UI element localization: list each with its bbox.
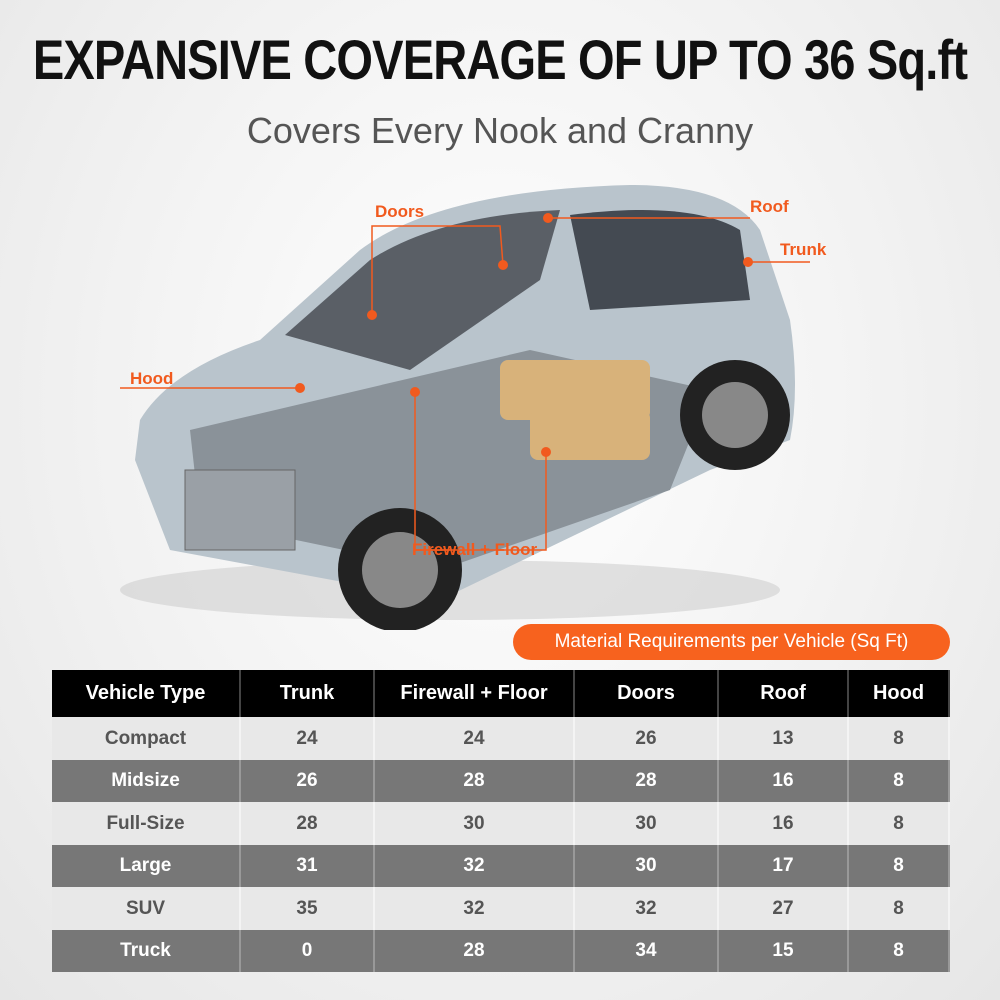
table-cell: 30 xyxy=(574,802,719,845)
table-row: Truck 0 28 34 15 8 xyxy=(52,930,950,972)
page-title: EXPANSIVE COVERAGE OF UP TO 36 Sq.ft xyxy=(32,28,968,91)
table-cell: 8 xyxy=(848,760,950,802)
table-cell: 32 xyxy=(574,887,719,930)
callout-firewall-floor: Firewall + Floor xyxy=(412,540,538,559)
callout-hood: Hood xyxy=(130,369,174,388)
table-cell: 15 xyxy=(718,930,849,972)
vehicle-type-cell: Compact xyxy=(52,717,241,760)
table-cell: 8 xyxy=(848,845,950,887)
table-row: Compact 24 24 26 13 8 xyxy=(52,717,950,760)
column-header: Trunk xyxy=(240,670,375,717)
table-header-row: Vehicle Type Trunk Firewall + Floor Door… xyxy=(52,670,950,717)
table-row: Midsize 26 28 28 16 8 xyxy=(52,760,950,802)
table-cell: 28 xyxy=(374,760,575,802)
vehicle-type-cell: SUV xyxy=(52,887,241,930)
table-cell: 8 xyxy=(848,930,950,972)
material-requirements-table: Vehicle Type Trunk Firewall + Floor Door… xyxy=(52,670,950,972)
table-cell: 30 xyxy=(574,845,719,887)
table-cell: 17 xyxy=(718,845,849,887)
callout-roof: Roof xyxy=(750,197,789,216)
column-header: Roof xyxy=(718,670,849,717)
table-cell: 8 xyxy=(848,887,950,930)
table-cell: 32 xyxy=(374,887,575,930)
table-cell: 32 xyxy=(374,845,575,887)
table-cell: 8 xyxy=(848,802,950,845)
table-caption: Material Requirements per Vehicle (Sq Ft… xyxy=(513,624,950,660)
table-cell: 26 xyxy=(574,717,719,760)
car-cutaway-illustration xyxy=(120,185,810,630)
vehicle-type-cell: Truck xyxy=(52,930,241,972)
table-row: Large 31 32 30 17 8 xyxy=(52,845,950,887)
column-header: Firewall + Floor xyxy=(374,670,575,717)
table-cell: 8 xyxy=(848,717,950,760)
page-subtitle: Covers Every Nook and Cranny xyxy=(246,110,754,151)
table-cell: 16 xyxy=(718,802,849,845)
callout-doors: Doors xyxy=(375,202,425,221)
callout-trunk: Trunk xyxy=(780,240,827,259)
table-row: Full-Size 28 30 30 16 8 xyxy=(52,802,950,845)
table-cell: 16 xyxy=(718,760,849,802)
column-header: Hood xyxy=(848,670,950,717)
vehicle-type-cell: Large xyxy=(52,845,241,887)
column-header: Doors xyxy=(574,670,719,717)
column-header: Vehicle Type xyxy=(52,670,241,717)
table-cell: 35 xyxy=(240,887,375,930)
table-cell: 28 xyxy=(374,930,575,972)
table-cell: 28 xyxy=(574,760,719,802)
vehicle-type-cell: Midsize xyxy=(52,760,241,802)
table-cell: 34 xyxy=(574,930,719,972)
table-cell: 0 xyxy=(240,930,375,972)
table-cell: 24 xyxy=(240,717,375,760)
table-cell: 27 xyxy=(718,887,849,930)
table-cell: 26 xyxy=(240,760,375,802)
table-row: SUV 35 32 32 27 8 xyxy=(52,887,950,930)
table-cell: 24 xyxy=(374,717,575,760)
vehicle-type-cell: Full-Size xyxy=(52,802,241,845)
table-cell: 13 xyxy=(718,717,849,760)
table-cell: 28 xyxy=(240,802,375,845)
table-cell: 30 xyxy=(374,802,575,845)
table-cell: 31 xyxy=(240,845,375,887)
